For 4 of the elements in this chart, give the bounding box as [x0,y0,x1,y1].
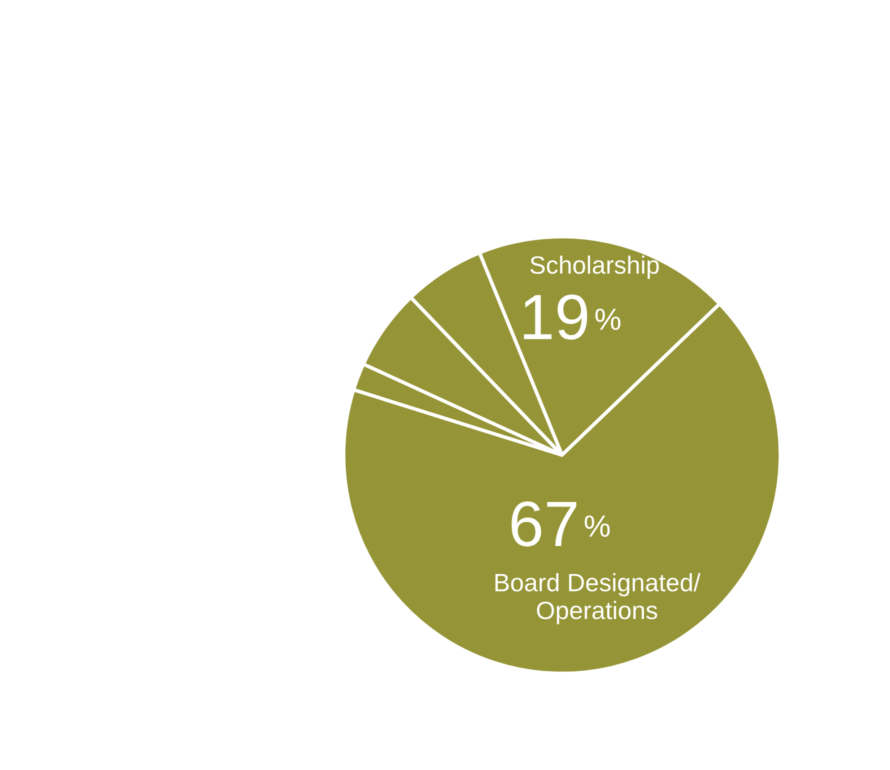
data-label: 19% [524,294,620,340]
data-label: 67% [512,501,610,547]
slice-label: Board Designated/ Operations [495,573,700,624]
slice-label: Scholarship [530,256,659,279]
